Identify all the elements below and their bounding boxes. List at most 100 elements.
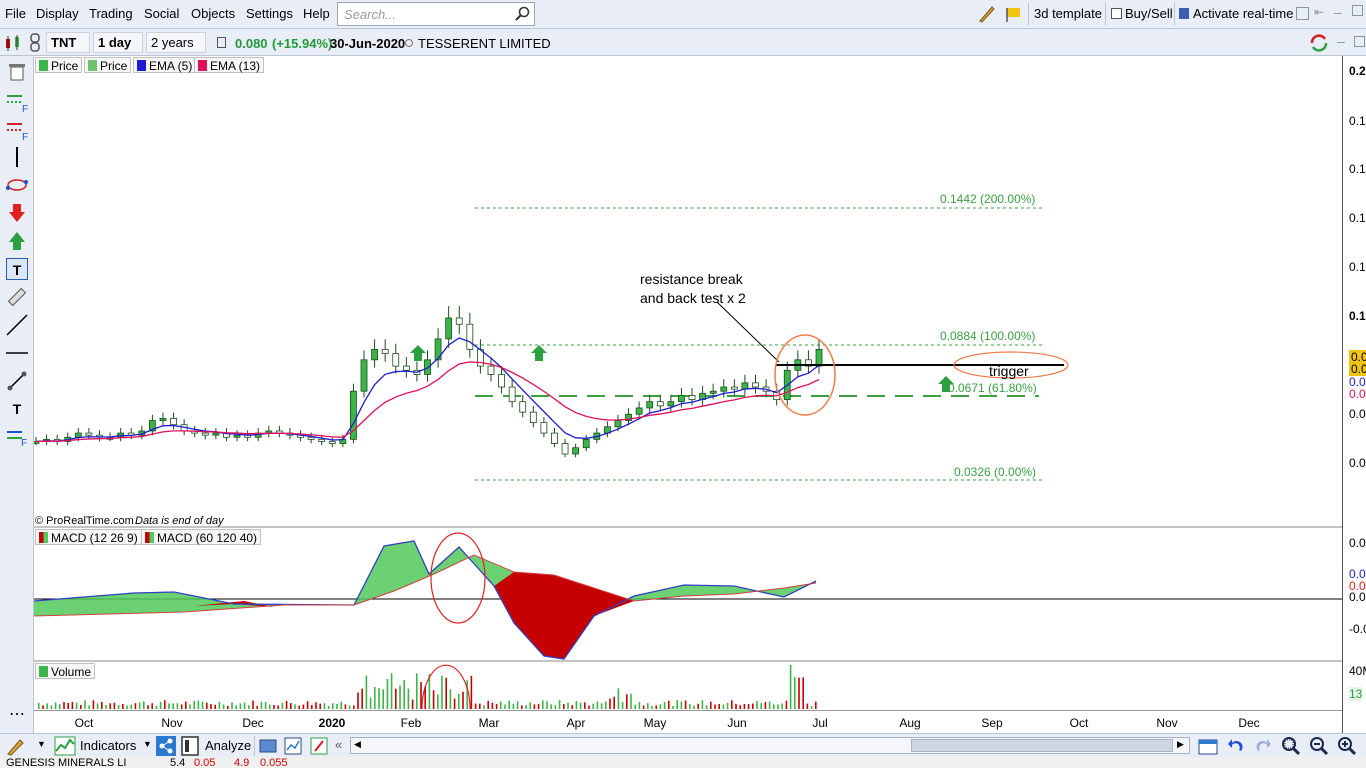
- candlestick-icon[interactable]: [4, 34, 22, 52]
- legend-ema13[interactable]: EMA (13): [194, 57, 265, 73]
- range-selector[interactable]: 2 years ▼: [146, 32, 206, 64]
- x-tick: Mar: [478, 716, 500, 730]
- analyze-button[interactable]: Analyze: [205, 738, 252, 753]
- last-price-marker: 0.0: [1349, 350, 1366, 364]
- undo-icon[interactable]: [1227, 737, 1245, 755]
- arrow-down-icon[interactable]: [6, 202, 28, 224]
- text-tool-icon[interactable]: T: [6, 258, 28, 280]
- legend-ema5[interactable]: EMA (5): [133, 57, 197, 73]
- annotation-text-line1[interactable]: resistance break: [640, 271, 743, 287]
- ticker-selector[interactable]: TNT ▼: [46, 32, 90, 64]
- more-tools-icon[interactable]: ⋯: [9, 706, 25, 723]
- candle-body: [635, 407, 643, 415]
- calendar-icon[interactable]: [1198, 736, 1218, 756]
- vertical-line-icon[interactable]: [6, 146, 28, 168]
- menu-file[interactable]: File: [5, 6, 26, 21]
- indicators-dropdown-icon[interactable]: ▼: [143, 739, 152, 749]
- zoom-out-icon[interactable]: [1309, 736, 1329, 756]
- volume-bar: [264, 702, 267, 709]
- minimize-chart-icon[interactable]: ‒: [1337, 33, 1345, 49]
- trash-icon[interactable]: [6, 62, 28, 84]
- annotation-text-line2[interactable]: and back test x 2: [640, 290, 746, 306]
- link-icon[interactable]: [28, 33, 42, 53]
- volume-bar: [193, 700, 195, 709]
- volume-bar: [722, 704, 725, 709]
- volume-bar: [42, 705, 44, 709]
- legend-macd-slow[interactable]: MACD (60 120 40): [141, 529, 262, 545]
- compare-icon[interactable]: [310, 737, 328, 755]
- pin-icon[interactable]: ⇤: [1314, 5, 1325, 19]
- volume-bar: [802, 677, 804, 709]
- info-icon[interactable]: [217, 37, 226, 48]
- maximize-icon[interactable]: [1352, 5, 1363, 16]
- indicators-button[interactable]: Indicators: [80, 738, 137, 753]
- draw-icon[interactable]: [6, 736, 28, 756]
- menu-objects[interactable]: Objects: [191, 6, 236, 21]
- volume-bar: [172, 703, 174, 709]
- legend-macd-fast[interactable]: MACD (12 26 9): [35, 529, 142, 545]
- ticker-strip[interactable]: GENESIS MINERALS LI 5.4 0.05 4.9 0.055: [0, 757, 1366, 768]
- horizontal-line-icon[interactable]: [6, 342, 28, 364]
- time-axis[interactable]: Oct Nov Dec 2020 Feb Mar Apr May Jun Jul…: [34, 710, 1342, 733]
- volume-bar: [143, 701, 145, 709]
- analyze-icon[interactable]: [180, 736, 200, 756]
- buysell-checkbox-icon[interactable]: [1111, 8, 1122, 19]
- fib-fan-icon[interactable]: F: [6, 92, 28, 115]
- volume-bar: [239, 703, 242, 709]
- volume-bar: [579, 702, 582, 709]
- volume-bar: [575, 701, 578, 709]
- buysell-button[interactable]: Buy/Sell: [1125, 6, 1173, 21]
- zoom-in-icon[interactable]: [1337, 736, 1357, 756]
- fib-extension-icon[interactable]: F: [6, 426, 28, 449]
- arrow-up-icon[interactable]: [6, 230, 28, 252]
- template-button[interactable]: 3d template: [1034, 6, 1102, 21]
- window-icon[interactable]: [1296, 7, 1309, 20]
- search-input[interactable]: Search...: [337, 2, 535, 26]
- price-axis[interactable]: [1342, 56, 1366, 733]
- minimize-icon[interactable]: ‒: [1334, 4, 1342, 20]
- menu-help[interactable]: Help: [303, 6, 330, 21]
- trendline-icon[interactable]: [6, 314, 28, 336]
- multi-chart-icon[interactable]: [284, 737, 302, 755]
- search-icon[interactable]: [515, 6, 531, 22]
- period-selector[interactable]: 1 day ▼: [93, 32, 143, 64]
- menu-display[interactable]: Display: [36, 6, 79, 21]
- fib-retracement-icon[interactable]: F: [6, 120, 28, 143]
- scroll-right-icon[interactable]: ▶: [1177, 739, 1184, 749]
- candle-body: [424, 359, 431, 375]
- flag-icon[interactable]: [1004, 5, 1022, 23]
- share-icon[interactable]: [156, 736, 176, 756]
- legend-price-2[interactable]: Price: [84, 57, 132, 73]
- instrument-name: TESSERENT LIMITED: [418, 36, 551, 51]
- volume-bar: [663, 701, 666, 709]
- annotations[interactable]: [410, 301, 1069, 710]
- chart-area[interactable]: Price Price EMA (5) EMA (13) © ProRealTi…: [34, 56, 1342, 710]
- menu-trading[interactable]: Trading: [89, 6, 133, 21]
- maximize-chart-icon[interactable]: [1354, 36, 1365, 47]
- ellipse-icon[interactable]: [6, 174, 28, 196]
- scroll-start-icon[interactable]: «: [335, 737, 343, 752]
- scrollbar-thumb[interactable]: [911, 739, 1173, 752]
- menu-social[interactable]: Social: [144, 6, 180, 21]
- menu-settings[interactable]: Settings: [246, 6, 293, 21]
- horizontal-scrollbar[interactable]: ◀ ▶: [350, 737, 1190, 754]
- scroll-left-icon[interactable]: ◀: [354, 739, 361, 749]
- draw-dropdown-icon[interactable]: ▼: [37, 739, 46, 749]
- pencil-draw-icon[interactable]: [978, 5, 996, 23]
- screenshot-icon[interactable]: [259, 737, 277, 755]
- refresh-icon[interactable]: [1308, 33, 1330, 53]
- candle-body: [529, 411, 537, 424]
- zoom-area-icon[interactable]: [1281, 736, 1301, 756]
- indicators-icon[interactable]: [54, 736, 76, 756]
- trigger-label[interactable]: trigger: [989, 363, 1029, 379]
- volume-bar: [50, 705, 53, 709]
- text-icon[interactable]: T: [12, 401, 22, 417]
- volume-bar: [609, 698, 611, 709]
- macd-panel: [34, 540, 1342, 660]
- legend-volume[interactable]: Volume: [35, 663, 96, 679]
- segment-icon[interactable]: [6, 370, 28, 392]
- ruler-icon[interactable]: [6, 286, 28, 308]
- activate-realtime-button[interactable]: Activate real-time: [1193, 6, 1294, 21]
- legend-price[interactable]: Price: [35, 57, 83, 73]
- redo-icon[interactable]: [1254, 737, 1272, 755]
